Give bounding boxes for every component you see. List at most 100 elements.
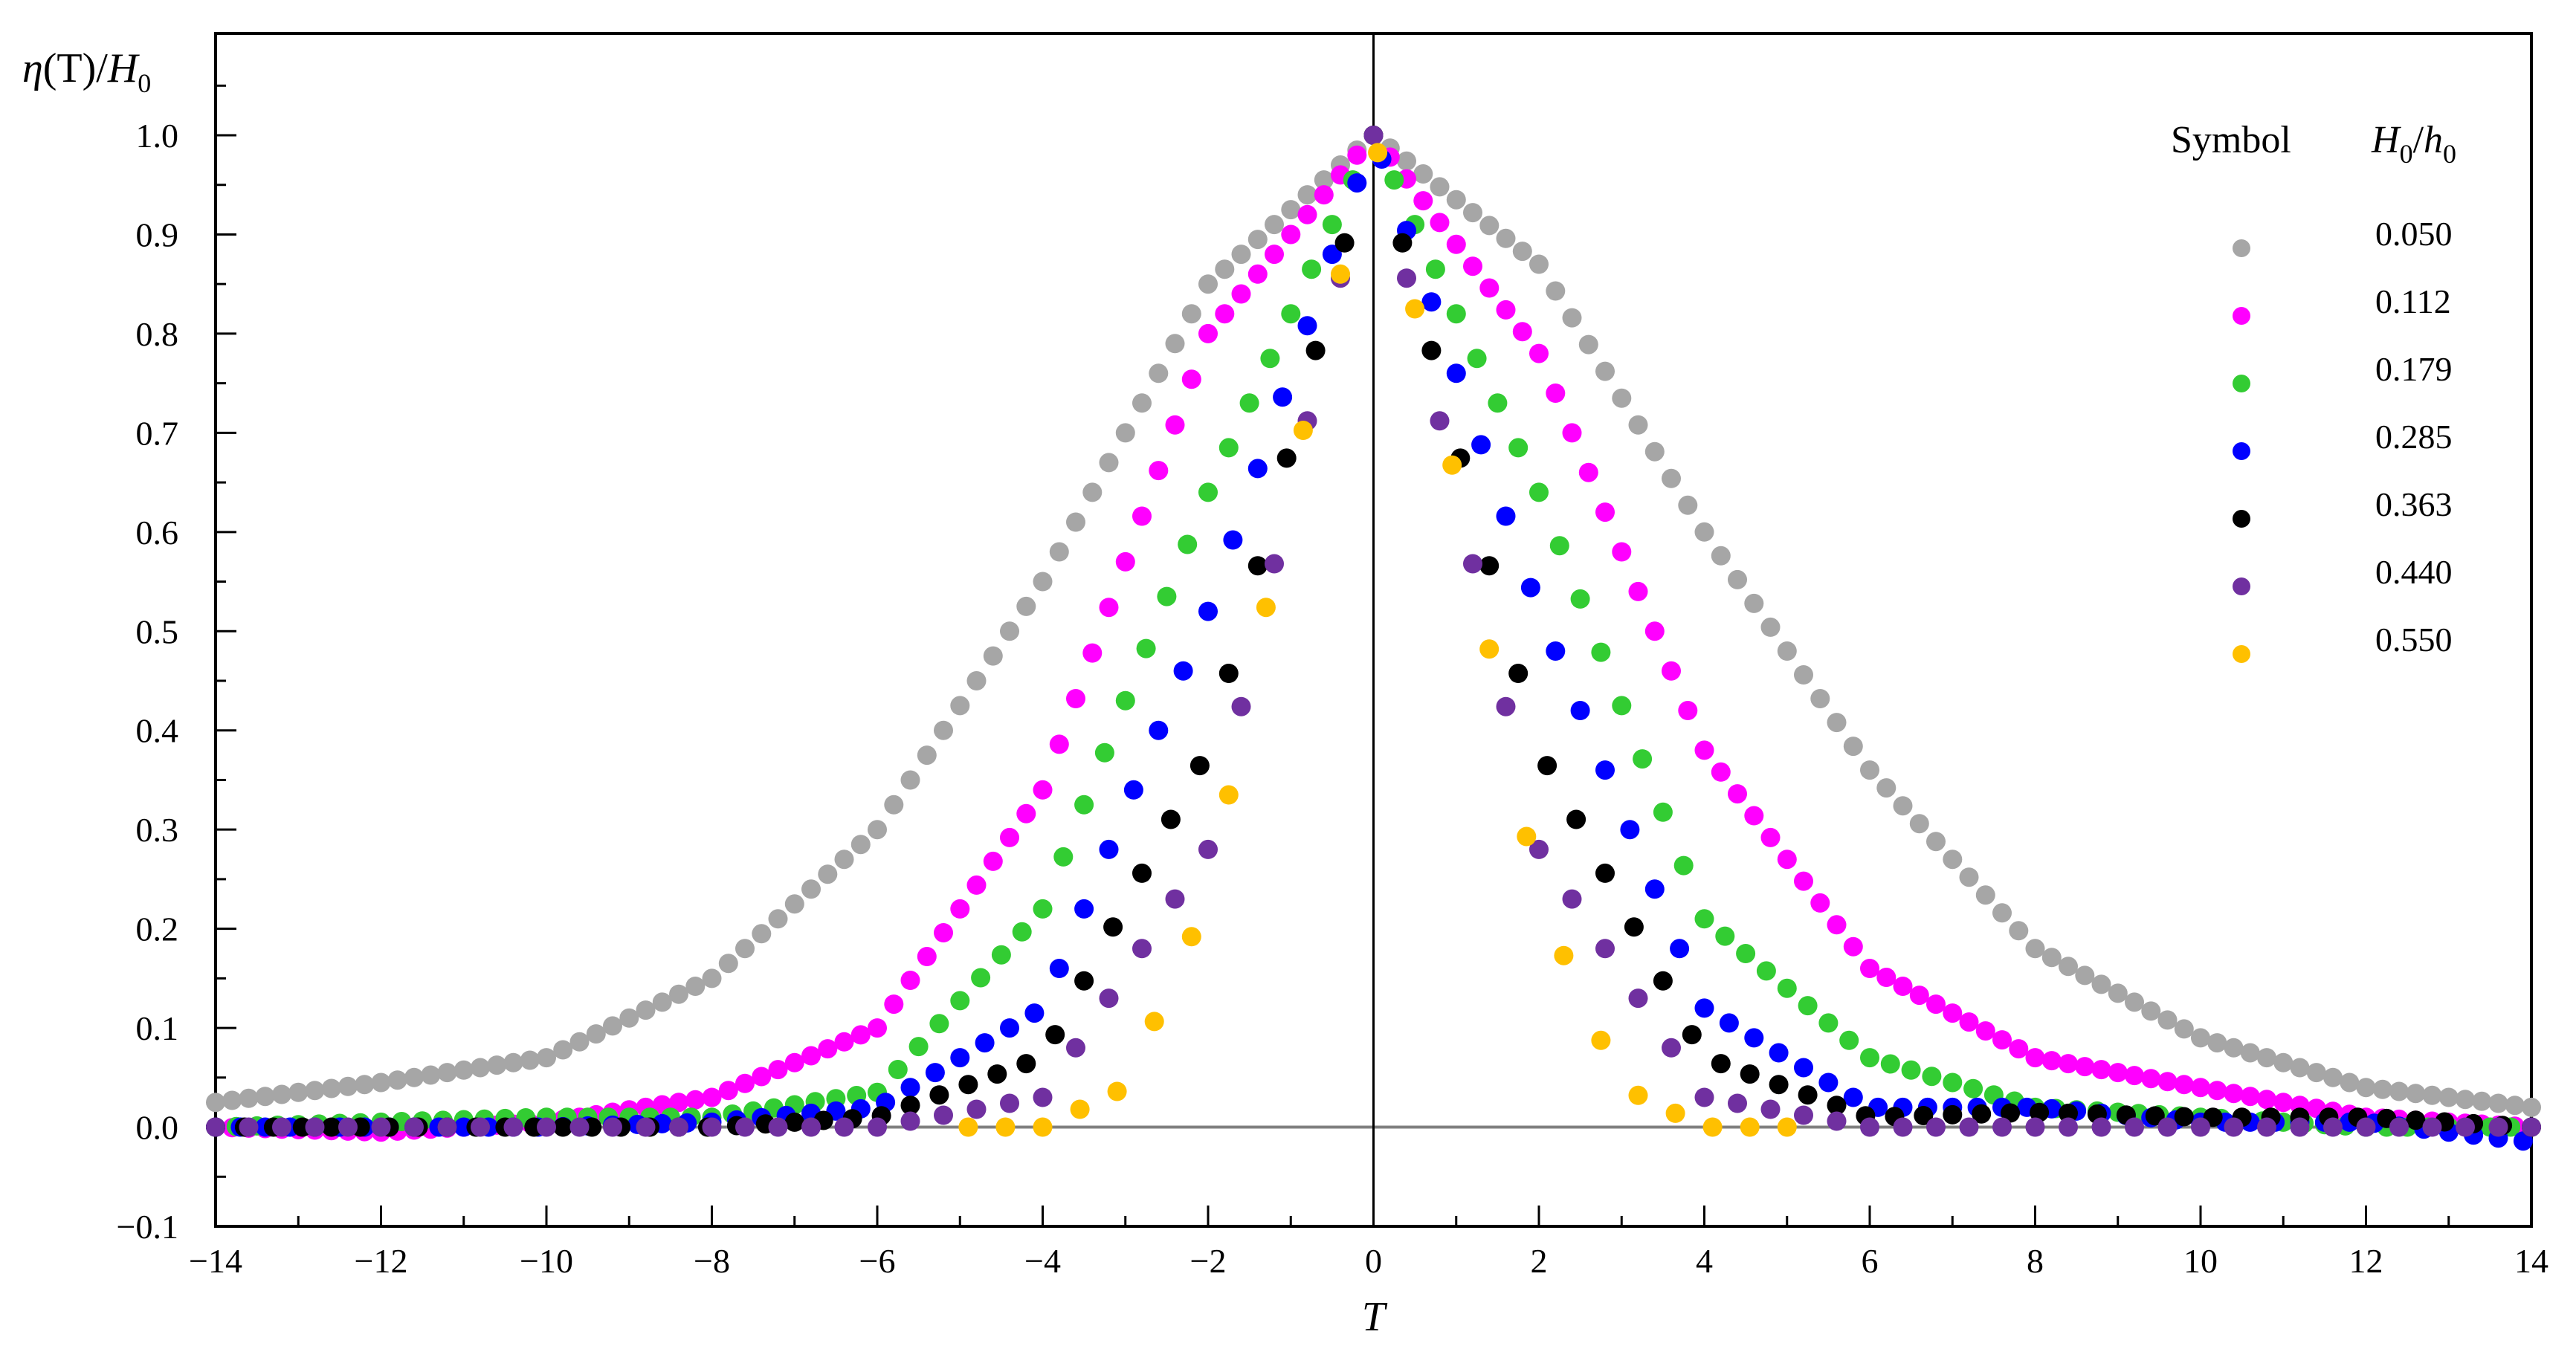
data-point (1562, 308, 1582, 328)
data-point (1198, 482, 1218, 502)
data-point (1554, 945, 1574, 965)
data-point (1508, 664, 1529, 683)
y-tick-label: 0.4 (136, 712, 179, 750)
legend-header-slash: / (2413, 119, 2424, 161)
data-point (1992, 1117, 2012, 1137)
data-point (934, 923, 953, 942)
data-point (1662, 468, 1681, 488)
data-point (685, 1090, 706, 1110)
data-point (2009, 921, 2029, 941)
data-point (1578, 334, 1598, 355)
data-point (1943, 1072, 1963, 1093)
data-point (2075, 1057, 2095, 1077)
data-point (685, 977, 706, 996)
data-point (1161, 809, 1181, 829)
data-point (1231, 284, 1251, 304)
data-point (1744, 806, 1764, 826)
data-point (1943, 1003, 1963, 1023)
data-point (1049, 542, 1069, 562)
data-point (1405, 299, 1425, 319)
data-point (1644, 441, 1665, 462)
data-point (1347, 173, 1367, 193)
data-point (834, 1032, 854, 1052)
data-point (958, 1117, 978, 1137)
data-point (487, 1055, 507, 1075)
data-point (1033, 780, 1053, 800)
data-point (1446, 304, 1466, 324)
data-point (917, 947, 937, 966)
data-point (1276, 448, 1297, 468)
data-point (1628, 988, 1648, 1009)
data-point (1132, 939, 1152, 959)
data-point (2389, 1081, 2409, 1101)
data-point (1827, 915, 1847, 935)
data-point (900, 1111, 920, 1131)
data-point (636, 1000, 656, 1020)
data-point (2240, 1043, 2260, 1063)
data-point (1467, 349, 1487, 369)
data-point (2191, 1117, 2210, 1137)
data-point (520, 1050, 540, 1070)
data-point (2323, 1067, 2343, 1087)
data-point (735, 939, 755, 959)
data-point (1144, 1012, 1164, 1032)
data-point (1794, 1105, 1813, 1125)
series-0.440 (206, 126, 2541, 1137)
data-point (2224, 1117, 2244, 1137)
data-point (421, 1065, 441, 1085)
labels-layer: −14 −12 −10 −8 −6 −4 −2 0 2 4 6 8 10 12 14 −0.1 0.0 0.1 0.… (22, 45, 2548, 1340)
data-point (1620, 820, 1640, 840)
data-point (1181, 927, 1201, 947)
data-point (1662, 1038, 1681, 1058)
data-point (1570, 701, 1590, 720)
data-point (1334, 233, 1355, 253)
data-point (1860, 1117, 1879, 1137)
data-point (1368, 143, 1388, 163)
data-point (2091, 1060, 2111, 1080)
data-point (1529, 839, 1549, 859)
data-point (1496, 696, 1516, 716)
data-point (437, 1117, 457, 1137)
legend-label: 0.363 (2375, 485, 2453, 523)
data-point (288, 1082, 309, 1102)
data-point (1702, 1117, 1723, 1137)
data-point (2273, 1052, 2293, 1072)
data-point (1794, 665, 1813, 685)
data-point (1430, 177, 1450, 197)
data-point (868, 820, 887, 840)
data-point (355, 1075, 375, 1095)
x-tick-label: 2 (1531, 1242, 1548, 1280)
legend-marker (2233, 645, 2250, 663)
legend-marker (2233, 375, 2250, 392)
data-point (1181, 304, 1201, 324)
series-0.285 (206, 149, 2533, 1151)
data-point (2009, 1039, 2029, 1059)
data-point (2145, 1106, 2165, 1126)
data-point (934, 1105, 953, 1125)
data-point (1959, 1117, 1979, 1137)
data-point (900, 770, 920, 790)
data-point (1463, 554, 1482, 574)
x-tick-label: 4 (1696, 1242, 1713, 1280)
data-point (2422, 1117, 2442, 1137)
data-point (1612, 542, 1632, 562)
legend-marker (2233, 307, 2250, 325)
data-point (1314, 185, 1334, 205)
data-point (888, 1060, 908, 1079)
y-axis-title-eta: η (22, 45, 43, 91)
data-point (1082, 482, 1103, 502)
data-point (2472, 1091, 2492, 1111)
data-point (2025, 1117, 2045, 1137)
data-point (603, 1117, 622, 1137)
data-point (2091, 974, 2111, 994)
data-point (1926, 994, 1946, 1015)
data-point (1231, 245, 1251, 265)
legend-marker (2233, 239, 2250, 257)
data-point (1033, 572, 1053, 592)
data-point (471, 1117, 490, 1137)
data-point (735, 1073, 755, 1093)
x-tick-label: −8 (694, 1242, 730, 1280)
data-point (702, 1117, 722, 1137)
data-point (1794, 1058, 1813, 1078)
data-point (1132, 506, 1152, 526)
